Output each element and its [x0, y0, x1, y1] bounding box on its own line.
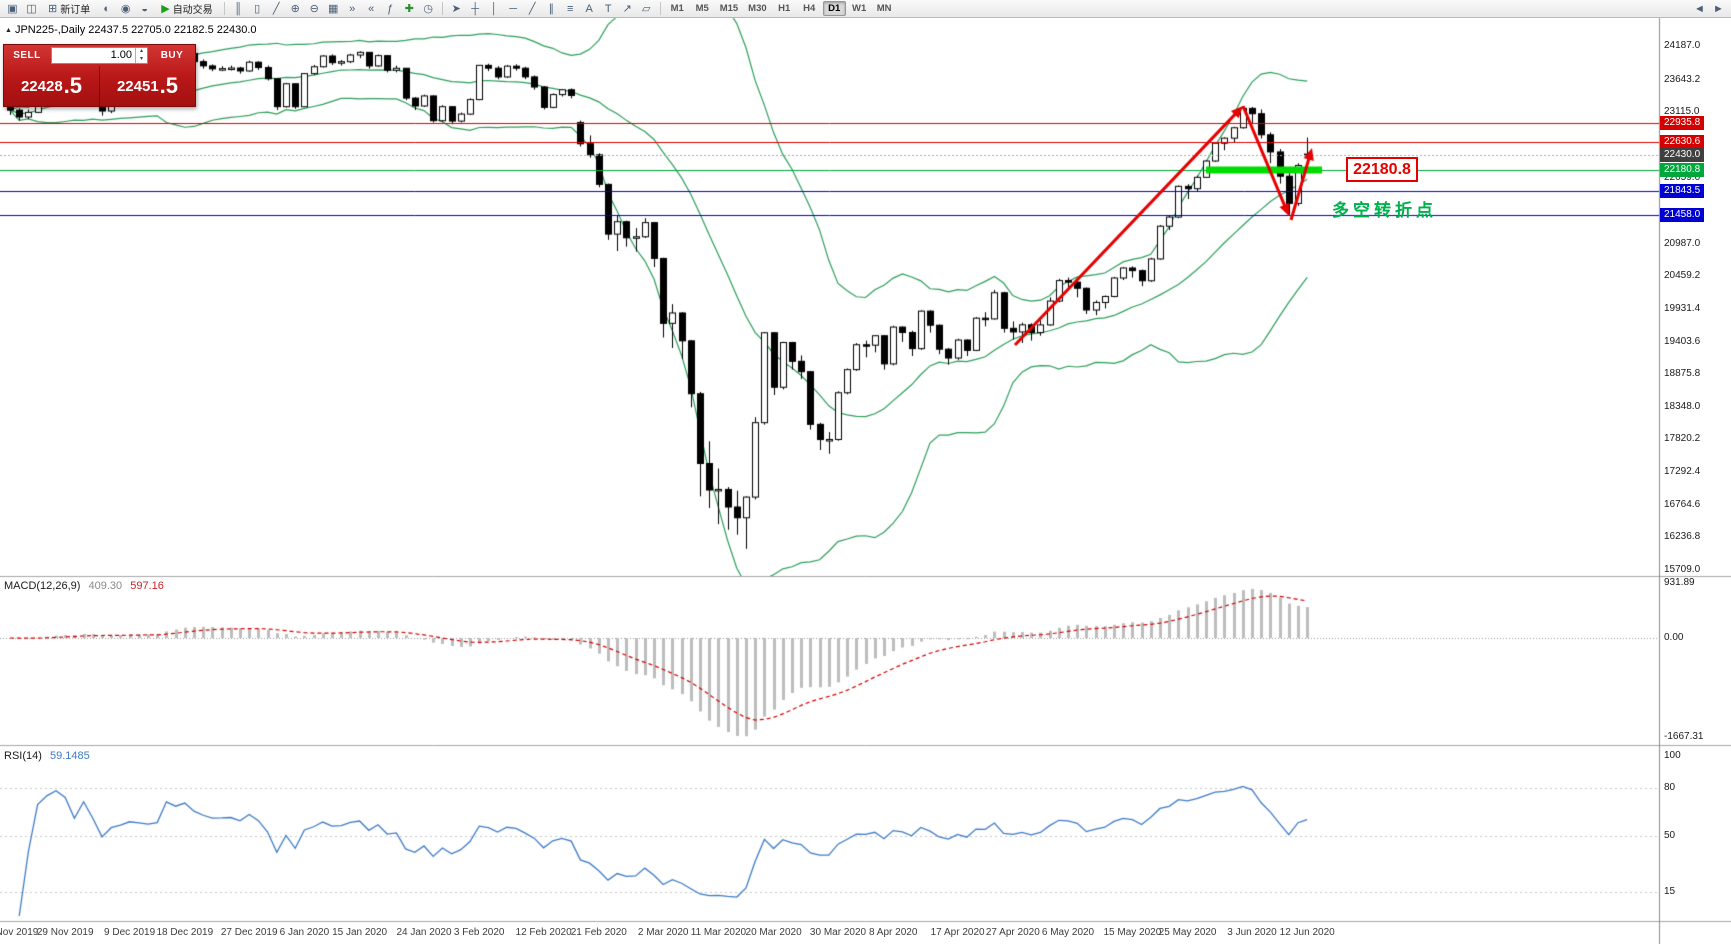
rsi-value: 59.1485	[49, 750, 90, 762]
chart-marker-icon: ▲	[5, 26, 12, 34]
scroll-right-icon[interactable]: ►	[1713, 2, 1724, 15]
rsi-name: RSI(14)	[4, 750, 42, 762]
zoom-in-icon[interactable]: ⊕	[290, 3, 300, 15]
chart-title: ▲ JPN225-,Daily 22437.5 22705.0 22182.5 …	[5, 24, 257, 36]
macd-signal-value: 597.16	[130, 580, 164, 592]
rsi-indicator-label: RSI(14) 59.1485	[4, 750, 90, 762]
volume-value[interactable]: 1.00	[110, 49, 132, 61]
trade-panel-prices: 22428 .5 22451 .5	[4, 66, 195, 106]
timeframe-d1[interactable]: D1	[822, 1, 846, 16]
toolbar-separator	[441, 2, 443, 15]
timeframe-m1[interactable]: M1	[666, 1, 689, 16]
channel-icon[interactable]: ∥	[548, 3, 554, 15]
toolbar-separator	[223, 2, 225, 15]
timeframe-h4[interactable]: H4	[798, 1, 821, 16]
one-click-trading-panel: SELL 1.00 ▴ ▾ BUY 22428 .5 22451 .5	[3, 44, 196, 107]
sell-price-button[interactable]: 22428 .5	[4, 66, 100, 106]
autotrading-icon: ▶	[161, 3, 170, 15]
bar-chart-icon[interactable]: ║	[234, 2, 243, 15]
vertical-line-icon[interactable]: │	[490, 2, 498, 15]
news-icon[interactable]: ◐	[103, 2, 111, 15]
auto-scroll-icon[interactable]: »	[349, 2, 356, 15]
autotrading-button[interactable]: ▶ 自动交易	[154, 1, 219, 17]
horizontal-line-icon[interactable]: ─	[509, 2, 518, 15]
autotrading-label: 自动交易	[172, 5, 213, 16]
cursor-icon[interactable]: ➤	[451, 3, 461, 15]
volume-input[interactable]: 1.00 ▴ ▾	[51, 47, 148, 64]
volume-up-icon[interactable]: ▴	[139, 48, 143, 54]
macd-main-value: 409.30	[88, 580, 123, 592]
buy-price-fraction: .5	[159, 73, 179, 98]
crosshair-icon[interactable]: ┼	[471, 2, 480, 15]
candlestick-chart-icon[interactable]: ▯	[254, 3, 261, 15]
chart-list-icon[interactable]: ◫	[26, 3, 37, 15]
mailbox-icon[interactable]: ◒	[141, 2, 149, 15]
new-order-button[interactable]: ⊞ 新订单	[41, 1, 97, 17]
new-order-label: 新订单	[60, 5, 91, 16]
chart-title-text: JPN225-,Daily 22437.5 22705.0 22182.5 22…	[14, 24, 257, 36]
text-icon[interactable]: A	[585, 2, 593, 15]
macd-name: MACD(12,26,9)	[4, 580, 81, 592]
buy-button[interactable]: BUY	[151, 50, 193, 61]
volume-spinner: ▴ ▾	[135, 48, 147, 63]
line-chart-icon[interactable]: ╱	[272, 3, 280, 15]
timeframe-m5[interactable]: M5	[691, 1, 714, 16]
timeframe-mn[interactable]: MN	[873, 1, 896, 16]
sell-button[interactable]: SELL	[6, 50, 48, 61]
arrow-object-icon[interactable]: ↗	[622, 3, 632, 15]
timeframe-h1[interactable]: H1	[773, 1, 796, 16]
indicators-icon[interactable]: ƒ	[387, 2, 394, 15]
scroll-left-icon[interactable]: ◄	[1694, 2, 1705, 15]
label-icon[interactable]: T	[604, 2, 612, 15]
turning-point-label: 多空转折点	[1332, 201, 1437, 220]
new-chart-icon[interactable]: ▣	[7, 3, 18, 15]
timeframe-m30[interactable]: M30	[744, 1, 770, 16]
sell-price-fraction: .5	[63, 73, 83, 98]
timeframe-m15[interactable]: M15	[716, 1, 742, 16]
new-order-icon: ⊞	[48, 3, 58, 15]
macd-indicator-label: MACD(12,26,9) 409.30 597.16	[4, 580, 164, 592]
fibonacci-icon[interactable]: ≡	[566, 2, 574, 15]
chart-shift-icon[interactable]: «	[368, 2, 375, 15]
periods-icon[interactable]: ◷	[423, 3, 433, 15]
volume-down-icon[interactable]: ▾	[139, 55, 143, 62]
tile-windows-icon[interactable]: ▦	[327, 3, 339, 15]
sell-price: 22428	[20, 77, 63, 95]
add-indicator-icon[interactable]: ✚	[404, 3, 414, 15]
toolbar: ▣ ◫ ⊞ 新订单 ◐ ◉ ◒ ▶ 自动交易 ║ ▯ ╱ ⊕ ⊖ ▦ » « ƒ ✚ ◷ ➤ ┼ │ ─ ╱ ∥ ≡ A T ↗ ▱ M1 M5…	[0, 0, 1731, 18]
shapes-icon[interactable]: ▱	[641, 3, 651, 15]
buy-price: 22451	[116, 77, 159, 95]
zoom-out-icon[interactable]: ⊖	[309, 3, 319, 15]
timeframe-w1[interactable]: W1	[848, 1, 871, 16]
price-annotation-box: 22180.8	[1346, 157, 1418, 182]
alerts-icon[interactable]: ◉	[120, 3, 131, 15]
buy-price-button[interactable]: 22451 .5	[100, 66, 195, 106]
toolbar-separator	[659, 2, 661, 15]
trade-panel-header: SELL 1.00 ▴ ▾ BUY	[4, 45, 195, 66]
trendline-icon[interactable]: ╱	[528, 3, 536, 15]
